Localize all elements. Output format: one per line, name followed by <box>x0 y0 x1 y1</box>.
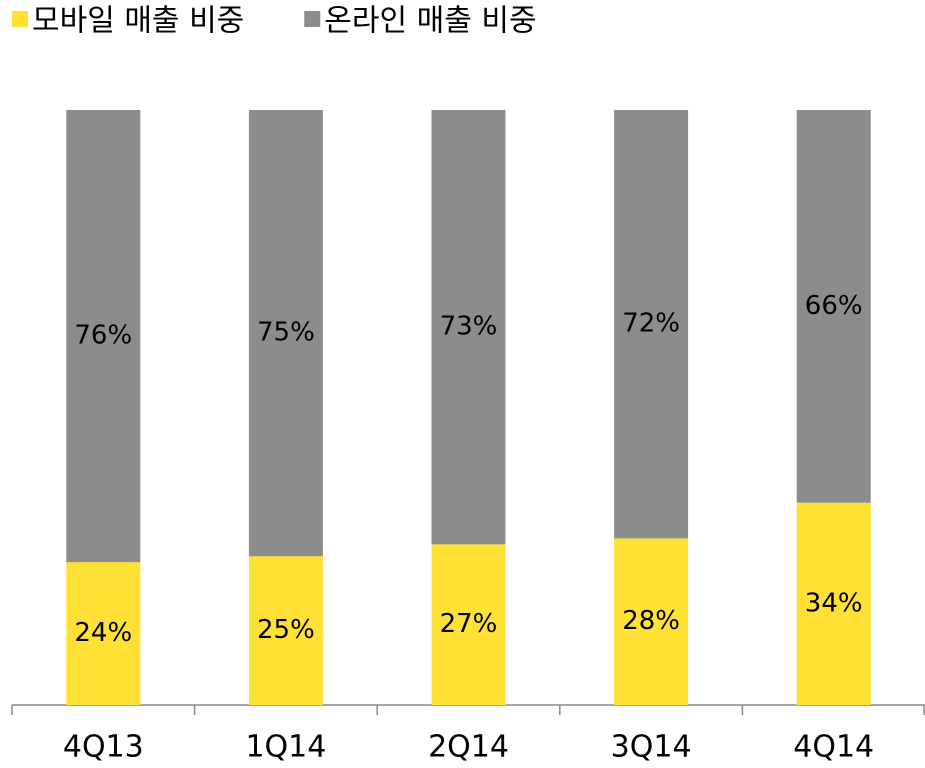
bar-segment <box>431 544 506 705</box>
bar-segment <box>614 110 689 539</box>
data-label: 27% <box>440 609 498 639</box>
x-tick-label: 2Q14 <box>428 730 509 765</box>
data-label: 76% <box>74 321 132 351</box>
data-label: 25% <box>257 615 315 645</box>
bar-segment <box>796 110 871 503</box>
bar-segment <box>248 110 323 557</box>
x-tick-label: 4Q13 <box>63 730 144 765</box>
x-tick-label: 4Q14 <box>793 730 874 765</box>
legend-swatch <box>304 11 321 27</box>
data-label: 28% <box>622 606 680 636</box>
legend-swatch <box>12 11 28 27</box>
data-label: 73% <box>440 312 498 342</box>
x-tick-label: 1Q14 <box>245 730 326 765</box>
legend-label: 모바일 매출 비중 <box>32 4 244 39</box>
bar-segment <box>614 538 689 705</box>
bar-segment <box>248 556 323 705</box>
bar-segment <box>66 562 141 705</box>
legend-label: 온라인 매출 비중 <box>324 4 536 39</box>
bar-segment <box>796 502 871 705</box>
data-label: 75% <box>257 318 315 348</box>
bar-segment <box>431 110 506 545</box>
data-label: 24% <box>74 618 132 648</box>
x-tick-label: 3Q14 <box>611 730 692 765</box>
bar-segment <box>66 110 141 563</box>
data-label: 66% <box>805 291 863 321</box>
data-label: 34% <box>805 588 863 618</box>
data-label: 72% <box>622 309 680 339</box>
